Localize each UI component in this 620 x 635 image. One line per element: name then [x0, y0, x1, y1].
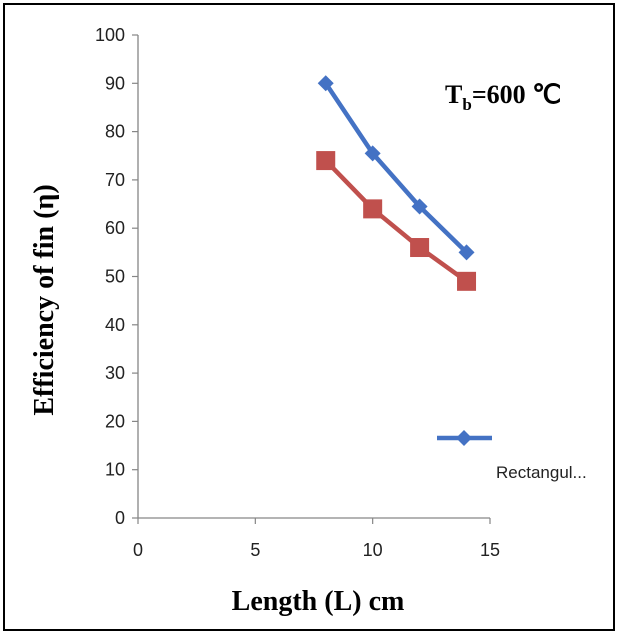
x-tick-label: 15 [480, 540, 500, 560]
y-tick-label: 100 [95, 25, 125, 45]
y-tick-label: 20 [105, 411, 125, 431]
series-layer [316, 75, 477, 291]
legend: Rectangul... [437, 430, 587, 482]
annotation-rest: =600 ℃ [472, 80, 562, 109]
y-tick-label: 50 [105, 267, 125, 287]
x-axis-title: Length (L) cm [232, 586, 405, 617]
data-point [411, 198, 428, 215]
x-tick-label: 10 [363, 540, 383, 560]
data-point [458, 244, 475, 261]
y-tick-label: 90 [105, 73, 125, 93]
y-tick-label: 10 [105, 460, 125, 480]
y-ticks: 0 10 20 30 40 50 60 70 80 90 100 [95, 25, 138, 528]
data-point [316, 151, 336, 171]
x-tick-label: 5 [250, 540, 260, 560]
annotation-subscript: b [462, 95, 471, 114]
y-tick-label: 70 [105, 170, 125, 190]
legend-label: Rectangul... [496, 463, 587, 482]
x-ticks: 0 5 10 15 [133, 518, 500, 560]
data-point [363, 199, 383, 219]
annotation-main: T [445, 80, 462, 109]
axes [137, 35, 490, 519]
temperature-annotation: Tb=600 ℃ [445, 80, 561, 114]
y-tick-label: 40 [105, 315, 125, 335]
y-tick-label: 0 [115, 508, 125, 528]
data-point [457, 271, 477, 291]
legend-marker [456, 430, 472, 446]
x-tick-label: 0 [133, 540, 143, 560]
series-line [323, 82, 469, 254]
data-point [410, 238, 430, 258]
series-1 [316, 151, 477, 291]
series-line [324, 159, 468, 284]
y-tick-label: 30 [105, 363, 125, 383]
y-axis-title: Efficiency of fin (η) [29, 184, 60, 415]
data-point [317, 75, 334, 92]
y-tick-label: 80 [105, 122, 125, 142]
data-point [364, 145, 381, 162]
y-tick-label: 60 [105, 218, 125, 238]
chart-frame [3, 3, 615, 631]
series-0 [317, 75, 475, 261]
